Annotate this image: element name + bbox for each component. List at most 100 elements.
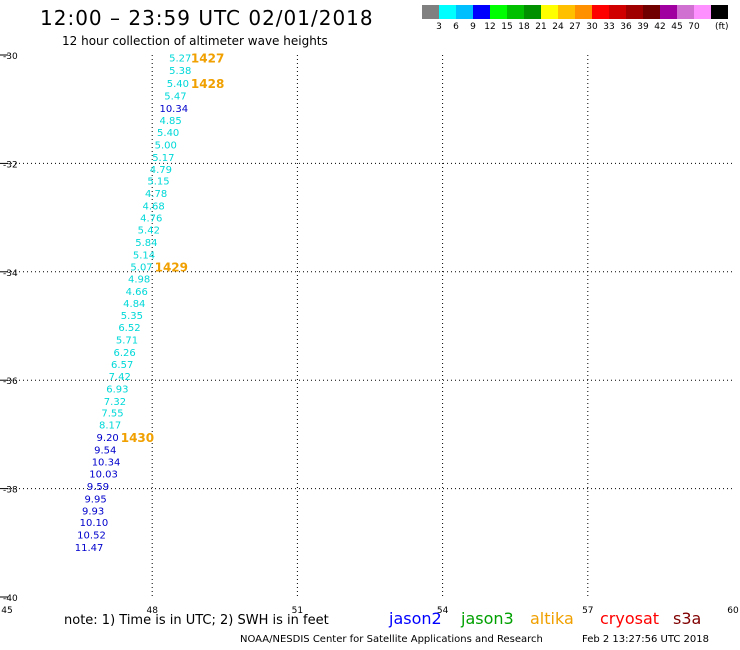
legend-jason2: jason2 — [389, 609, 442, 628]
wave-height-marks: 5.275.385.405.4710.344.855.405.005.174.7… — [75, 52, 225, 554]
wave-height-value: 5.15 — [147, 177, 169, 188]
color-legend-label: 42 — [654, 22, 666, 32]
color-swatch — [643, 5, 660, 19]
color-legend-label: 36 — [620, 22, 632, 32]
color-swatch — [524, 5, 541, 19]
wave-height-value: 4.78 — [145, 189, 167, 200]
y-tick-label: -30 — [3, 52, 18, 62]
wave-height-value: 5.40 — [167, 79, 189, 90]
wave-height-value: 6.26 — [113, 348, 135, 359]
wave-height-value: 5.14 — [133, 250, 155, 261]
wave-height-value: 5.38 — [169, 66, 191, 77]
map-axes: 45 48 51 54 57 60 -30 -32 -34 -36 -38 -40 — [0, 52, 739, 616]
color-legend-label: 33 — [603, 22, 615, 32]
x-tick-label: 57 — [582, 606, 593, 616]
page-subtitle: 12 hour collection of altimeter wave hei… — [62, 34, 328, 48]
legend-altika: altika — [530, 609, 574, 628]
wave-height-value: 4.84 — [123, 299, 145, 310]
wave-height-value: 5.17 — [152, 153, 174, 164]
wave-height-value: 10.34 — [92, 458, 121, 469]
wave-height-value: 7.55 — [101, 409, 123, 420]
wave-height-value: 6.93 — [106, 384, 128, 395]
color-legend-label: 45 — [671, 22, 683, 32]
footer-timestamp: Feb 2 13:27:56 UTC 2018 — [582, 634, 709, 645]
y-tick-label: -38 — [3, 486, 18, 496]
color-swatch — [558, 5, 575, 19]
time-label: 1427 — [191, 52, 224, 66]
wave-height-value: 4.76 — [140, 214, 162, 225]
time-label: 1428 — [191, 77, 224, 91]
wave-height-value: 4.98 — [128, 274, 150, 285]
color-swatch — [507, 5, 524, 19]
wave-height-value: 10.03 — [89, 469, 118, 480]
x-tick-label: 45 — [1, 606, 12, 616]
color-swatch — [490, 5, 507, 19]
color-swatch — [609, 5, 626, 19]
color-swatch — [541, 5, 558, 19]
wave-height-value: 4.66 — [126, 287, 148, 298]
footer-credit: NOAA/NESDIS Center for Satellite Applica… — [240, 634, 543, 645]
wave-height-value: 9.59 — [87, 482, 109, 493]
y-tick-label: -34 — [3, 269, 18, 279]
color-legend-label: 27 — [569, 22, 581, 32]
color-swatch — [439, 5, 456, 19]
x-tick-label: 48 — [146, 606, 158, 616]
y-tick-label: -36 — [3, 377, 18, 387]
wave-height-value: 6.57 — [111, 360, 133, 371]
color-swatch — [456, 5, 473, 19]
x-tick-label: 60 — [727, 606, 739, 616]
color-legend-label: 70 — [688, 22, 700, 32]
color-swatch — [626, 5, 643, 19]
wave-height-value: 5.40 — [157, 128, 179, 139]
wave-height-value: 10.10 — [80, 518, 109, 529]
legend-s3a: s3a — [673, 609, 702, 628]
wave-height-value: 10.34 — [159, 104, 188, 115]
wave-height-value: 9.20 — [97, 433, 119, 444]
x-tick-label: 54 — [437, 606, 449, 616]
wave-height-value: 5.07 — [130, 262, 152, 273]
time-label: 1430 — [121, 431, 154, 445]
color-legend-label: 30 — [586, 22, 598, 32]
color-swatch — [575, 5, 592, 19]
legend-jason3: jason3 — [461, 609, 514, 628]
wave-height-value: 9.54 — [94, 446, 116, 457]
color-legend-label: 3 — [436, 22, 442, 32]
wave-height-value: 9.93 — [82, 506, 104, 517]
color-swatch — [422, 5, 439, 19]
color-swatch — [473, 5, 490, 19]
wave-height-value: 6.52 — [118, 323, 140, 334]
y-tick-label: -40 — [3, 594, 18, 604]
note-text: note: 1) Time is in UTC; 2) SWH is in fe… — [64, 613, 329, 628]
wave-height-value: 11.47 — [75, 543, 104, 554]
page-title: 12:00 – 23:59 UTC 02/01/2018 — [40, 6, 374, 30]
color-legend-label: 21 — [535, 22, 547, 32]
color-swatch — [660, 5, 677, 19]
color-swatch — [592, 5, 609, 19]
wave-height-value: 5.71 — [116, 336, 138, 347]
color-legend-unit: (ft) — [715, 22, 729, 32]
wave-height-value: 10.52 — [77, 531, 106, 542]
x-tick-label: 51 — [292, 606, 303, 616]
wave-height-value: 5.42 — [138, 226, 160, 237]
wave-height-value: 8.17 — [99, 421, 121, 432]
wave-height-value: 5.27 — [169, 54, 191, 65]
wave-height-value: 5.35 — [121, 311, 143, 322]
wave-height-value: 5.84 — [135, 238, 157, 249]
color-legend-label: 6 — [453, 22, 459, 32]
time-label: 1429 — [155, 260, 188, 274]
wave-height-value: 5.47 — [164, 92, 186, 103]
map-grid — [7, 55, 733, 597]
legend-cryosat: cryosat — [600, 609, 660, 628]
wave-height-value: 7.32 — [104, 397, 126, 408]
wave-height-value: 4.85 — [159, 116, 181, 127]
wave-height-value: 4.79 — [150, 165, 172, 176]
wave-height-value: 5.00 — [155, 140, 177, 151]
color-legend-label: 9 — [470, 22, 476, 32]
color-legend-label: 12 — [484, 22, 496, 32]
wave-height-value: 9.95 — [84, 494, 106, 505]
wave-height-value: 7.42 — [109, 372, 131, 383]
color-legend-label: 39 — [637, 22, 649, 32]
color-legend-label: 18 — [518, 22, 530, 32]
color-swatch — [711, 5, 728, 19]
